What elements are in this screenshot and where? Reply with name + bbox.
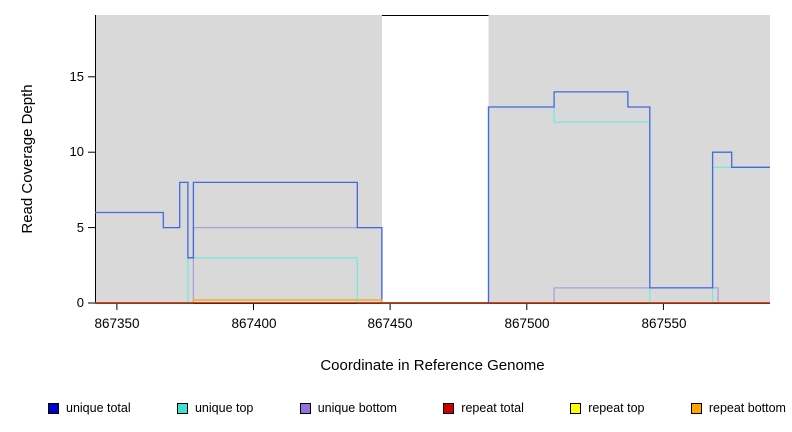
legend-label-unique-total: unique total (66, 401, 131, 415)
legend-item-unique-total: unique total (48, 401, 131, 415)
legend-swatch-repeat-bottom (690, 402, 702, 414)
legend-label-unique-top: unique top (194, 401, 254, 415)
legend-swatch-repeat-top (570, 402, 582, 414)
legend-item-repeat-bottom: repeat bottom (690, 401, 786, 415)
shaded-region-1 (488, 15, 770, 303)
legend-swatch-unique-top (176, 402, 188, 414)
y-tick-label-10: 10 (69, 144, 84, 159)
x-axis-title: Coordinate in Reference Genome (320, 357, 545, 374)
legend-label-repeat-bottom: repeat bottom (708, 401, 786, 415)
legend-label-unique-bottom: unique bottom (317, 401, 397, 415)
x-tick-label-867400: 867400 (231, 316, 277, 331)
legend-label-repeat-top: repeat top (588, 401, 645, 415)
legend: unique total unique top unique bottom re… (48, 399, 786, 417)
legend-swatch-unique-bottom (299, 402, 311, 414)
legend-item-unique-bottom: unique bottom (299, 401, 397, 415)
legend-item-repeat-total: repeat total (443, 401, 524, 415)
x-tick-label-867350: 867350 (94, 316, 140, 331)
legend-swatch-unique-total (48, 402, 59, 414)
x-tick-label-867500: 867500 (504, 316, 550, 331)
y-tick-label-0: 0 (76, 295, 84, 310)
x-tick-label-867450: 867450 (367, 316, 413, 331)
y-tick-label-15: 15 (69, 69, 84, 84)
legend-label-repeat-total: repeat total (461, 401, 524, 415)
legend-swatch-repeat-total (443, 402, 455, 414)
legend-item-unique-top: unique top (176, 401, 254, 415)
shaded-region-0 (95, 15, 382, 303)
legend-item-repeat-top: repeat top (570, 401, 644, 415)
y-tick-label-5: 5 (76, 220, 84, 235)
x-tick-label-867550: 867550 (641, 316, 687, 331)
y-axis-title: Read Coverage Depth (19, 84, 36, 234)
